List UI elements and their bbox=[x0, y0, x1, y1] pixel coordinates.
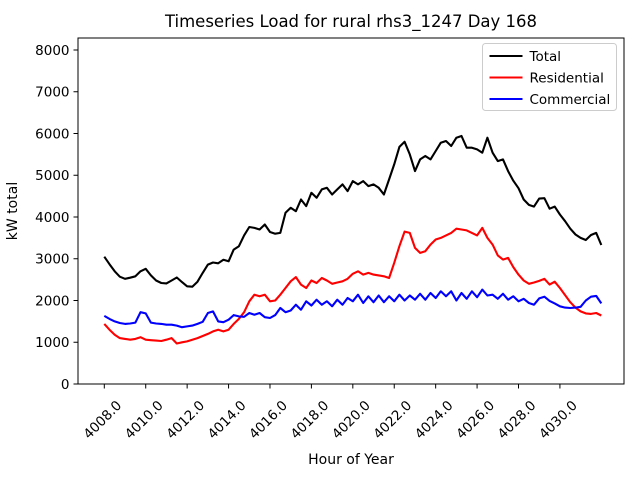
x-tick-label: 4024.0 bbox=[412, 398, 457, 443]
x-tick-label: 4030.0 bbox=[536, 398, 581, 443]
x-tick-label: 4026.0 bbox=[453, 398, 498, 443]
y-tick-label: 2000 bbox=[35, 293, 69, 309]
y-tick-label: 3000 bbox=[35, 252, 69, 268]
series-line-commercial bbox=[103, 288, 603, 329]
x-tick-label: 4028.0 bbox=[495, 398, 540, 443]
x-tick-label: 4020.0 bbox=[329, 398, 374, 443]
y-tick-label: 0 bbox=[61, 377, 70, 393]
y-tick-label: 1000 bbox=[35, 335, 69, 351]
x-tick-label: 4022.0 bbox=[370, 398, 415, 443]
legend-label-residential: Residential bbox=[530, 70, 604, 86]
x-axis-label: Hour of Year bbox=[308, 452, 394, 468]
series-line-total bbox=[103, 134, 603, 288]
x-tick-label: 4014.0 bbox=[205, 398, 250, 443]
plot-border bbox=[77, 37, 625, 385]
y-tick-label: 6000 bbox=[35, 126, 69, 142]
x-tick-label: 4018.0 bbox=[288, 398, 333, 443]
x-tick-label: 4016.0 bbox=[246, 398, 291, 443]
y-tick-label: 7000 bbox=[35, 85, 69, 101]
series-lines bbox=[103, 134, 603, 345]
legend-label-commercial: Commercial bbox=[530, 92, 611, 108]
x-tick-label: 4008.0 bbox=[81, 398, 126, 443]
legend: Total Residential Commercial bbox=[482, 43, 617, 111]
x-tick-label: 4012.0 bbox=[163, 398, 208, 443]
legend-box bbox=[482, 43, 617, 111]
y-axis-label: kW total bbox=[5, 182, 21, 240]
x-tick-label: 4010.0 bbox=[122, 398, 167, 443]
chart-title: Timeseries Load for rural rhs3_1247 Day … bbox=[164, 12, 537, 32]
y-tick-label: 5000 bbox=[35, 168, 69, 184]
y-tick-label: 4000 bbox=[35, 210, 69, 226]
legend-label-total: Total bbox=[529, 49, 562, 65]
y-tick-label: 8000 bbox=[35, 43, 69, 59]
series-line-residential bbox=[103, 226, 602, 345]
